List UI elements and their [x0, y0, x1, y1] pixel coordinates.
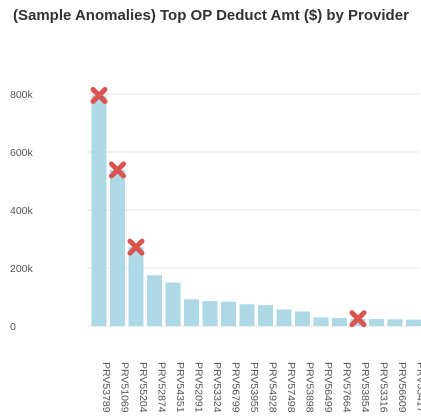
bar: [295, 311, 310, 326]
bar: [110, 169, 125, 326]
x-tick-label: PRV57498: [285, 362, 297, 413]
y-axis: 0 200k 400k 600k 800k: [10, 89, 34, 333]
anomaly-marker-stroke: [349, 310, 367, 328]
x-tick-label: PRV55204: [137, 362, 149, 413]
x-tick-label: PRV56609: [396, 362, 408, 413]
anomaly-marker-stroke: [90, 86, 108, 104]
anomaly-marker: [109, 161, 126, 179]
anomaly-marker-stroke: [127, 238, 145, 256]
x-tick-label: PRV55417: [415, 362, 421, 413]
x-tick-label: PRV52091: [193, 362, 205, 413]
x-tick-label: PRV52874: [156, 362, 168, 413]
y-tick-label: 600k: [10, 147, 34, 159]
chart-title: (Sample Anomalies) Top OP Deduct Amt ($)…: [13, 7, 409, 24]
bar: [276, 309, 292, 326]
x-tick-label: PRV53324: [211, 362, 223, 413]
anomaly-markers: [90, 86, 367, 328]
bars: [91, 95, 421, 326]
x-tick-label: PRV54928: [267, 362, 279, 413]
x-tick-label: PRV53898: [304, 362, 316, 413]
bar: [202, 301, 218, 326]
bar: [128, 247, 144, 326]
bar: [147, 275, 162, 326]
bar: [332, 317, 347, 326]
bar: [369, 319, 384, 326]
bar: [184, 299, 199, 326]
y-tick-label: 800k: [10, 89, 34, 101]
bar: [313, 317, 329, 326]
x-tick-label: PRV54351: [174, 362, 186, 413]
anomaly-marker: [127, 238, 145, 256]
x-tick-label: PRV53955: [248, 362, 260, 413]
y-tick-label: 0: [10, 321, 16, 333]
anomaly-marker-stroke: [109, 161, 126, 179]
x-axis: PRV53789 PRV51069 PRV55204 PRV52874 PRV54351…: [100, 362, 421, 413]
bar: [239, 304, 255, 326]
x-tick-label: PRV53789: [100, 362, 112, 413]
bar: [350, 318, 366, 326]
x-tick-label: PRV53316: [378, 362, 390, 413]
bar: [165, 282, 181, 326]
x-tick-label: PRV53854: [359, 362, 371, 413]
x-tick-label: PRV56799: [230, 362, 242, 413]
anomaly-marker: [90, 86, 108, 104]
y-tick-label: 200k: [10, 263, 34, 275]
y-tick-label: 400k: [10, 205, 34, 217]
bar: [91, 95, 107, 326]
anomaly-marker: [349, 310, 367, 328]
bar: [387, 319, 403, 326]
bar: [406, 319, 421, 326]
bar: [221, 301, 236, 326]
x-tick-label: PRV57664: [341, 362, 353, 413]
x-tick-label: PRV56499: [322, 362, 334, 413]
x-tick-label: PRV51069: [119, 362, 131, 413]
bar: [258, 305, 273, 326]
